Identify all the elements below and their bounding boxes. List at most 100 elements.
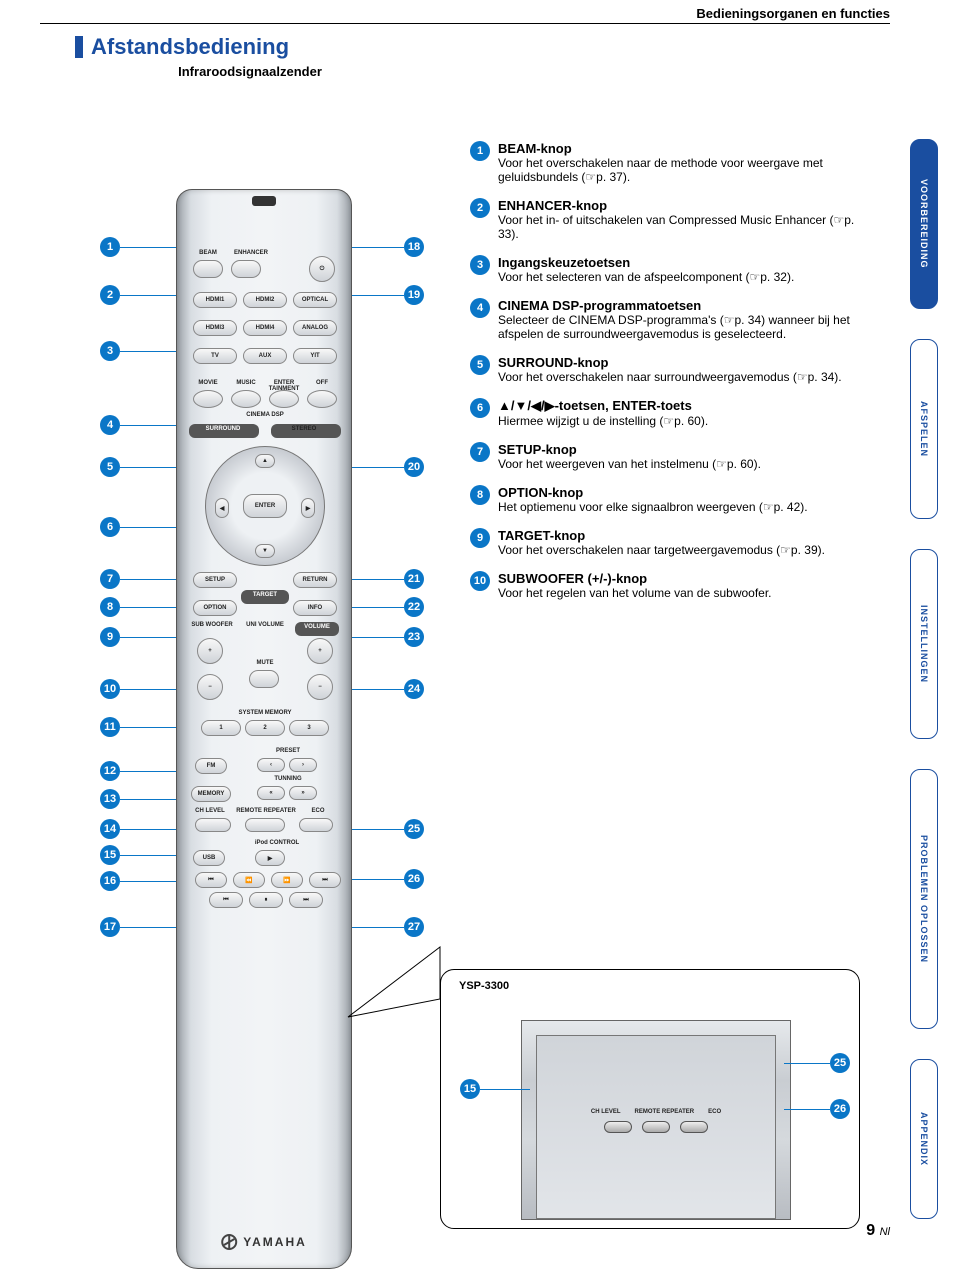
- callout-lead: [120, 689, 176, 690]
- remote-label: ECO: [303, 808, 333, 814]
- desc-title: ENHANCER-knop: [498, 198, 607, 213]
- ipod-b1: ⏸: [249, 892, 283, 908]
- inset-buttons: [604, 1121, 708, 1133]
- callout-lead: [120, 799, 176, 800]
- callout-lead: [120, 579, 176, 580]
- remote-diagram: BEAMENHANCER⏻HDMI1HDMI2OPTICALHDMI3HDMI4…: [176, 189, 352, 1269]
- desc-item: 2ENHANCER-knopVoor het in- of uitschakel…: [470, 198, 870, 241]
- remote-label: SUB WOOFER: [191, 622, 233, 628]
- callout-lead: [120, 771, 176, 772]
- ipod-2: ⏩: [271, 872, 303, 888]
- input-aux: AUX: [243, 348, 287, 364]
- callout-bubble: 9: [100, 627, 120, 647]
- tuning-left: «: [257, 786, 285, 800]
- preset-right: ›: [289, 758, 317, 772]
- callout-lead: [352, 467, 404, 468]
- desc-title: Ingangskeuzetoetsen: [498, 255, 630, 270]
- callout-lead: [120, 855, 176, 856]
- desc-body: Het optiemenu voor elke signaalbron weer…: [498, 500, 870, 514]
- down-arrow: ▼: [255, 544, 275, 558]
- remote-label: SYSTEM MEMORY: [217, 710, 313, 716]
- remote-label: CH LEVEL: [189, 808, 231, 814]
- memory-1: 1: [201, 720, 241, 736]
- callout-lead: [352, 689, 404, 690]
- desc-title: BEAM-knop: [498, 141, 572, 156]
- desc-title: ▲/▼/◀/▶-toetsen, ENTER-toets: [498, 398, 692, 413]
- callout-bubble: 4: [100, 415, 120, 435]
- left-arrow: ◀: [215, 498, 229, 518]
- dsp-3: [307, 390, 337, 408]
- callout-bubble: 19: [404, 285, 424, 305]
- desc-item: 5SURROUND-knopVoor het overschakelen naa…: [470, 355, 870, 384]
- dsp-2: [269, 390, 299, 408]
- desc-bubble: 7: [470, 442, 490, 462]
- enter-button: ENTER: [243, 494, 287, 518]
- input-analog: ANALOG: [293, 320, 337, 336]
- preset-left: ‹: [257, 758, 285, 772]
- remote-label: BEAM: [191, 250, 225, 256]
- callout-bubble: 15: [100, 845, 120, 865]
- yamaha-tuning-forks-icon: [221, 1234, 237, 1250]
- usb-button: USB: [193, 850, 225, 866]
- desc-bubble: 4: [470, 298, 490, 318]
- info-button: INFO: [293, 600, 337, 616]
- setup-button: SETUP: [193, 572, 237, 588]
- desc-body: Voor het regelen van het volume van de s…: [498, 586, 870, 600]
- desc-title: CINEMA DSP-programmatoetsen: [498, 298, 701, 313]
- callout-bubble: 17: [100, 917, 120, 937]
- callout-lead: [120, 607, 176, 608]
- callout-lead: [352, 607, 404, 608]
- header-rule: [40, 23, 890, 24]
- input-optical: OPTICAL: [293, 292, 337, 308]
- callout-lead: [352, 637, 404, 638]
- tuning-right: »: [289, 786, 317, 800]
- desc-bubble: 1: [470, 141, 490, 161]
- ir-window: [252, 196, 276, 206]
- beam-button: [193, 260, 223, 278]
- desc-title: SETUP-knop: [498, 442, 577, 457]
- eco-button: [299, 818, 333, 832]
- callout-lead: [352, 879, 404, 880]
- enhancer-button: [231, 260, 261, 278]
- volume-plus: +: [307, 638, 333, 664]
- remote-repeater-button: [245, 818, 285, 832]
- callout-lead: [120, 527, 176, 528]
- mute-button: [249, 670, 279, 688]
- input-tv: TV: [193, 348, 237, 364]
- dsp-1: [231, 390, 261, 408]
- callout-lead: [352, 295, 404, 296]
- callout-bubble: 10: [100, 679, 120, 699]
- side-tab: AFSPELEN: [910, 339, 938, 519]
- desc-title: OPTION-knop: [498, 485, 583, 500]
- input-hdmi2: HDMI2: [243, 292, 287, 308]
- desc-body: Voor het overschakelen naar targetweerga…: [498, 543, 870, 557]
- desc-body: Voor het selecteren van de afspeelcompon…: [498, 270, 870, 284]
- callout-lead: [120, 727, 176, 728]
- remote-label: iPod CONTROL: [247, 840, 307, 846]
- callout-bubble: 6: [100, 517, 120, 537]
- remote-label: STEREO: [279, 426, 329, 432]
- callout-lead: [120, 467, 176, 468]
- callout-lead: [120, 927, 176, 928]
- callout-bubble: 15: [460, 1079, 480, 1099]
- ir-label: Infraroodsignaalzender: [140, 64, 360, 79]
- callout-bubble: 27: [404, 917, 424, 937]
- ipod-3: ⏭: [309, 872, 341, 888]
- callout-lead: [120, 351, 176, 352]
- remote-label: MOVIE: [191, 380, 225, 386]
- input-hdmi1: HDMI1: [193, 292, 237, 308]
- callout-lead: [352, 579, 404, 580]
- callout-bubble: 21: [404, 569, 424, 589]
- remote-label: ENHANCER: [229, 250, 273, 256]
- callout-bubble: 12: [100, 761, 120, 781]
- callout-bubble: 16: [100, 871, 120, 891]
- power-button: ⏻: [309, 256, 335, 282]
- memory-3: 3: [289, 720, 329, 736]
- desc-title: SURROUND-knop: [498, 355, 609, 370]
- callout-lead: [120, 829, 176, 830]
- desc-bubble: 6: [470, 398, 490, 418]
- desc-item: 6▲/▼/◀/▶-toetsen, ENTER-toetsHiermee wij…: [470, 398, 870, 428]
- fm-button: FM: [195, 758, 227, 774]
- up-arrow: ▲: [255, 454, 275, 468]
- ipod-play: ▶: [255, 850, 285, 866]
